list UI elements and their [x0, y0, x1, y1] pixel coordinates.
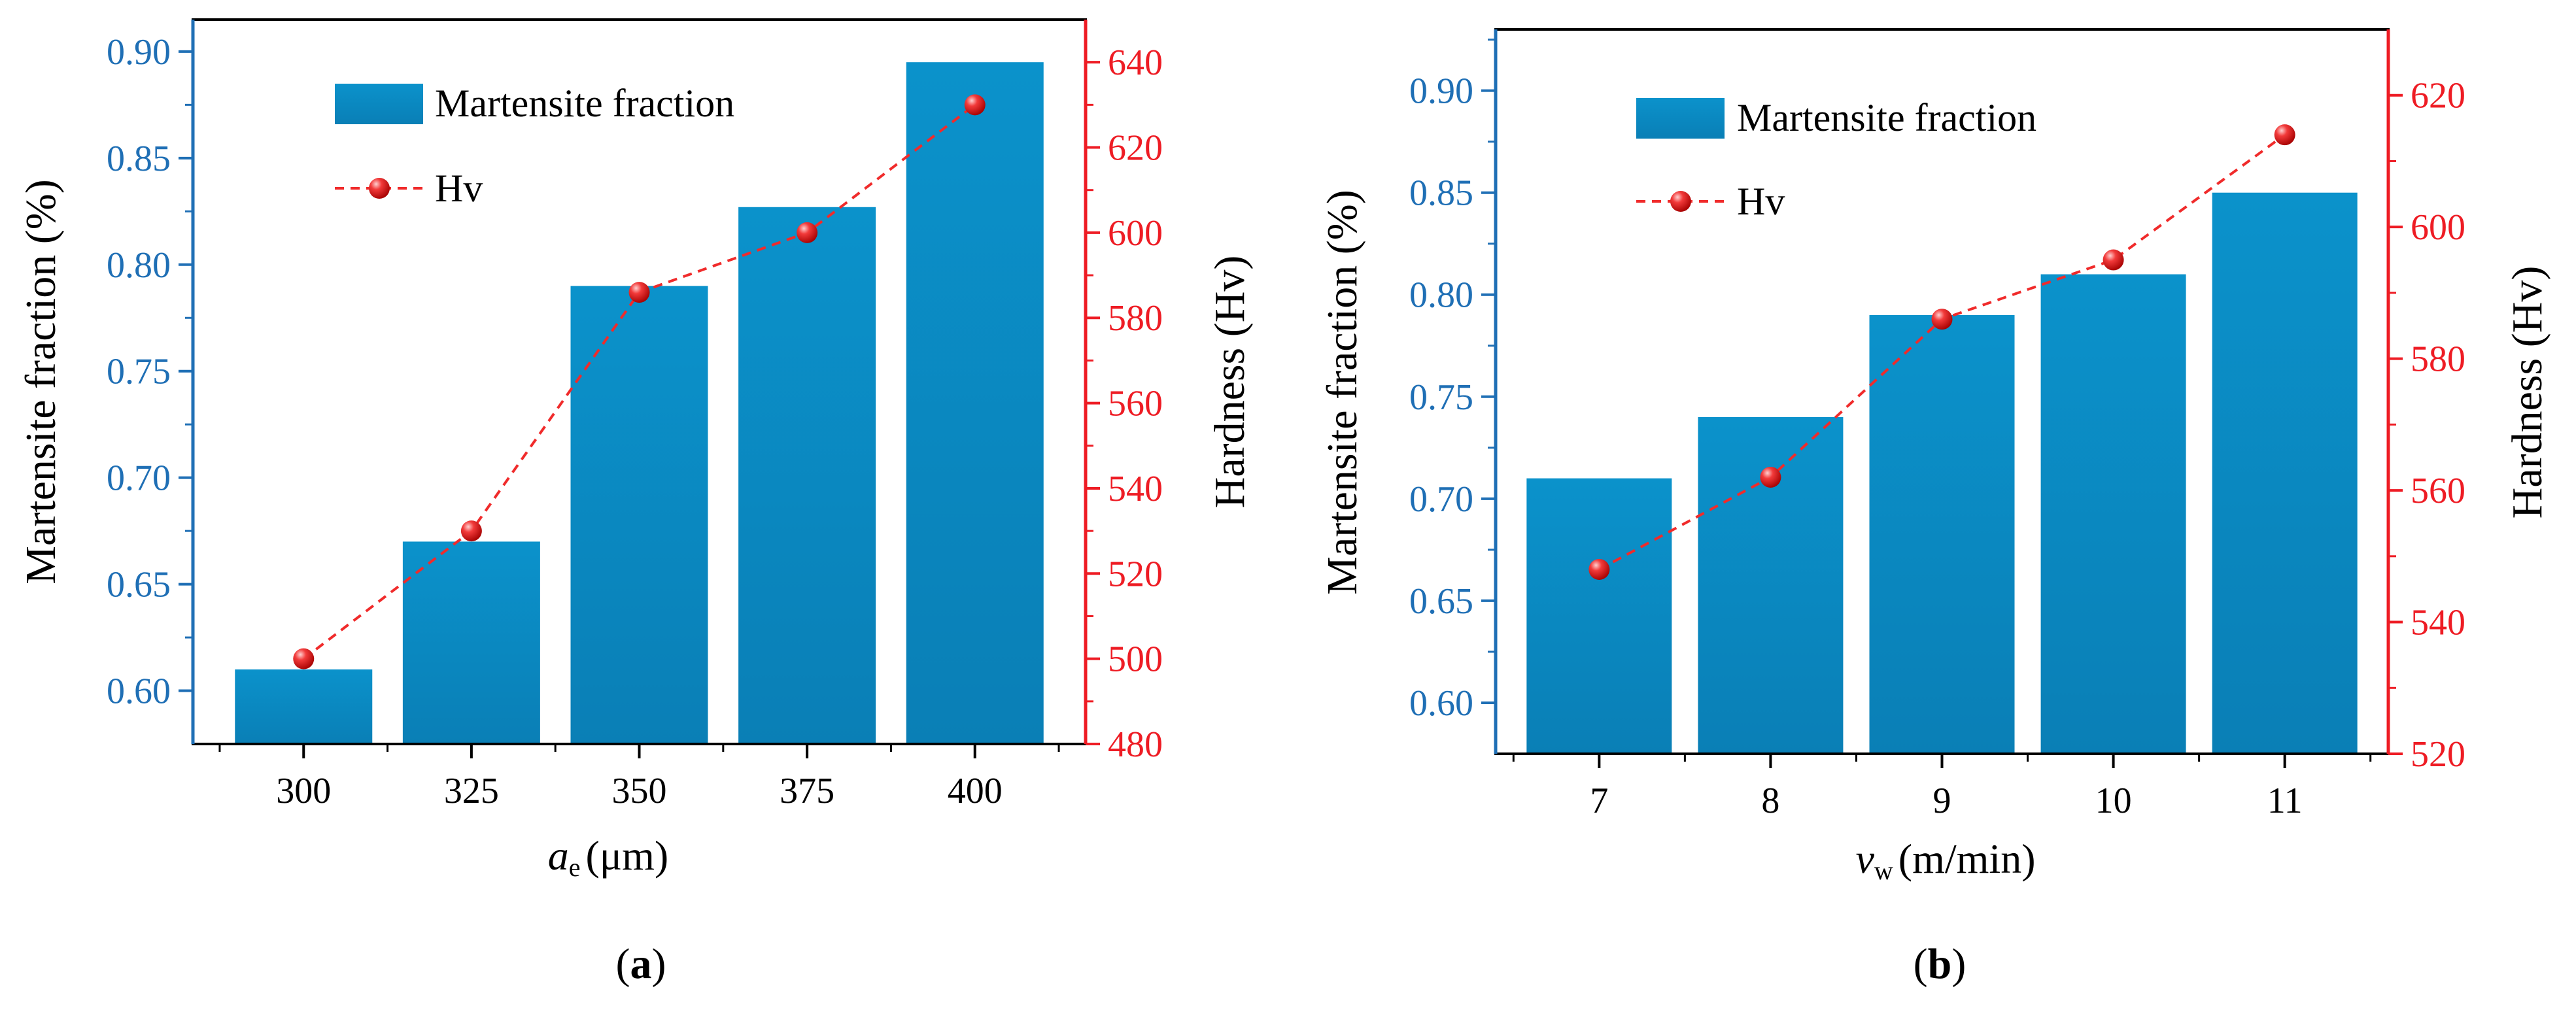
left-tick-label: 0.80	[107, 245, 171, 286]
bar-375	[738, 207, 876, 744]
bar-9	[1869, 314, 2015, 754]
panel-b-right-axis: 520 540 560 580 600 620	[2388, 76, 2465, 775]
panel-b-legend-bar-swatch	[1636, 98, 1725, 139]
hv-point-7	[1589, 558, 1610, 580]
left-tick-label: 0.65	[107, 565, 171, 605]
panel-b-bars	[1526, 192, 2358, 754]
right-tick-label: 600	[1108, 213, 1163, 254]
panel-a-legend-bar-label: Martensite fraction	[435, 82, 734, 125]
bar-350	[570, 286, 708, 745]
hv-point-11	[2274, 124, 2295, 146]
panel-a-legend: Martensite fraction Hv	[335, 82, 734, 210]
hv-point-10	[2103, 249, 2124, 271]
panel-b-x-axis-title: vw (m/min)	[1855, 836, 2035, 885]
right-tick-label: 640	[1108, 42, 1163, 83]
hv-point-400	[964, 94, 986, 116]
right-tick-label: 620	[2411, 76, 2465, 116]
x-tick-label: 7	[1590, 781, 1608, 821]
hv-point-325	[460, 520, 482, 542]
right-tick-label: 500	[1108, 639, 1163, 680]
panel-b-legend-marker	[1670, 191, 1691, 212]
panel-a-x-subscript: e	[569, 853, 581, 882]
x-tick-label: 10	[2095, 781, 2132, 821]
panel-a-x-axis-title: ae (μm)	[548, 832, 668, 882]
panel-b: 0.60 0.65 0.70 0.75 0.80 0.85 0.90 520 540 560 58…	[1318, 28, 2551, 988]
panel-b-x-subscript: w	[1874, 856, 1893, 885]
right-tick-label: 560	[2411, 471, 2465, 511]
bar-11	[2212, 192, 2358, 754]
x-tick-label: 300	[276, 771, 331, 811]
panel-b-legend: Martensite fraction Hv	[1636, 96, 2036, 223]
right-tick-label: 520	[2411, 734, 2465, 775]
panel-a-x-axis: 300 325 350 375 400	[218, 744, 1060, 811]
panel-a-x-unit: (μm)	[586, 832, 669, 879]
left-tick-label: 0.75	[1409, 377, 1473, 418]
hv-point-375	[797, 222, 818, 243]
hv-point-350	[628, 282, 650, 303]
bar-400	[906, 62, 1044, 744]
right-tick-label: 620	[1108, 128, 1163, 169]
panel-b-x-symbol: v	[1855, 836, 1874, 882]
hv-point-300	[293, 648, 315, 669]
right-tick-label: 540	[2411, 603, 2465, 643]
hv-point-8	[1760, 466, 1781, 488]
right-tick-label: 600	[2411, 207, 2465, 248]
panel-b-legend-bar-label: Martensite fraction	[1737, 96, 2036, 139]
right-tick-label: 560	[1108, 384, 1163, 424]
left-tick-label: 0.90	[107, 32, 171, 73]
right-tick-label: 580	[1108, 298, 1163, 339]
panel-b-hv-series	[1589, 124, 2295, 580]
bar-7	[1526, 478, 1672, 754]
x-tick-label: 9	[1933, 781, 1951, 821]
panel-a-legend-line-label: Hv	[435, 167, 483, 210]
panel-b-x-unit: (m/min)	[1898, 836, 2036, 882]
right-tick-label: 480	[1108, 724, 1163, 765]
hv-point-9	[1931, 309, 1953, 330]
x-tick-label: 325	[444, 771, 499, 811]
left-tick-label: 0.85	[1409, 173, 1473, 214]
panel-a-left-axis: 0.60 0.65 0.70 0.75 0.80 0.85 0.90	[107, 32, 193, 712]
panel-a-hv-series	[293, 94, 986, 669]
bar-10	[2040, 274, 2186, 754]
panel-b-left-axis-title: Martensite fraction (%)	[1318, 190, 1366, 594]
panel-b-caption-letter: b	[1928, 940, 1952, 988]
x-tick-label: 8	[1761, 781, 1779, 821]
right-tick-label: 540	[1108, 469, 1163, 509]
left-tick-label: 0.70	[1409, 479, 1473, 520]
x-tick-label: 11	[2267, 781, 2303, 821]
bar-325	[402, 541, 540, 744]
panel-b-x-axis: 7 8 9 10 11	[1512, 754, 2372, 821]
panel-a-left-axis-title: Martensite fraction (%)	[17, 179, 65, 584]
x-tick-label: 350	[612, 771, 667, 811]
x-tick-label: 375	[780, 771, 834, 811]
bar-300	[235, 669, 373, 744]
panel-b-right-axis-title: Hardness (Hv)	[2503, 266, 2551, 519]
panel-a-x-symbol: a	[548, 832, 569, 879]
panel-b-legend-line-label: Hv	[1737, 180, 1785, 223]
panel-a-caption-letter: a	[630, 940, 652, 988]
left-tick-label: 0.60	[1409, 683, 1473, 724]
panel-a-caption: (a)	[616, 940, 666, 988]
right-tick-label: 520	[1108, 554, 1163, 594]
panel-a-bars	[235, 62, 1044, 745]
left-tick-label: 0.65	[1409, 581, 1473, 622]
panel-a-right-axis: 480 500 520 540 560 580 600 620 640	[1086, 42, 1163, 765]
left-tick-label: 0.60	[107, 671, 171, 712]
panel-a-legend-bar-swatch	[335, 84, 423, 124]
left-tick-label: 0.75	[107, 352, 171, 392]
left-tick-label: 0.80	[1409, 275, 1473, 316]
left-tick-label: 0.90	[1409, 71, 1473, 112]
panel-b-left-axis: 0.60 0.65 0.70 0.75 0.80 0.85 0.90	[1409, 39, 1496, 724]
panel-a-legend-marker	[369, 178, 390, 199]
left-tick-label: 0.85	[107, 139, 171, 179]
left-tick-label: 0.70	[107, 458, 171, 499]
panel-a-right-axis-title: Hardness (Hv)	[1206, 256, 1254, 509]
panel-a: 0.60 0.65 0.70 0.75 0.80 0.85 0.90 480 500 520 54…	[17, 18, 1254, 988]
x-tick-label: 400	[948, 771, 1003, 811]
right-tick-label: 580	[2411, 339, 2465, 380]
panel-b-caption: (b)	[1914, 940, 1966, 988]
